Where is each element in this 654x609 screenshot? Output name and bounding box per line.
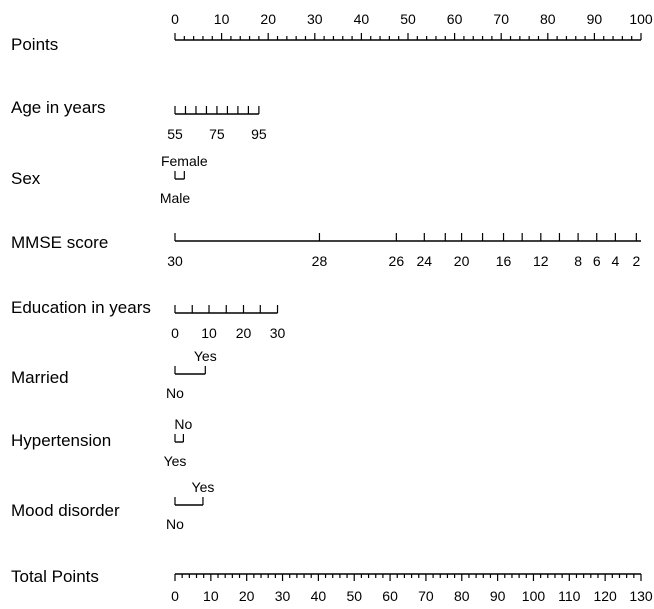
- mmse-score-tick-label: 26: [389, 253, 405, 269]
- mmse-score-tick-label: 28: [312, 253, 328, 269]
- points-axis: Points 0 10 20 30 40 50 60 70 80 90 100: [11, 11, 653, 54]
- total-points-tick-label: 60: [382, 588, 398, 604]
- points-tick-label: 80: [540, 11, 556, 27]
- hypertension-level-label: Yes: [164, 453, 187, 469]
- total-points-tick-label: 100: [522, 588, 546, 604]
- education-in-years-tick-label: 30: [270, 325, 286, 341]
- variable-education-in-years: Education in years 0 10 20 30: [11, 298, 286, 341]
- total-points-tick-label: 50: [346, 588, 362, 604]
- education-in-years-tick-label: 0: [171, 325, 179, 341]
- total-points-tick-label: 120: [593, 588, 617, 604]
- total-points-tick-label: 0: [171, 588, 179, 604]
- points-tick-label: 0: [171, 11, 179, 27]
- points-tick-label: 30: [307, 11, 323, 27]
- variable-axes: Age in years 55 75 95 Sex Female Male MMSE scor…: [11, 98, 641, 532]
- total-points-tick-label: 90: [490, 588, 506, 604]
- points-tick-label: 100: [629, 11, 653, 27]
- variable-mood-disorder: Mood disorder Yes No: [11, 479, 214, 532]
- mmse-score-tick-label: 16: [496, 253, 512, 269]
- age-in-years-tick-label: 75: [209, 126, 225, 142]
- variable-sex: Sex Female Male: [11, 153, 208, 206]
- mmse-score-tick-label: 30: [167, 253, 183, 269]
- married-level-label: No: [166, 385, 184, 401]
- mood-disorder-level-label: No: [166, 516, 184, 532]
- mmse-score-tick-label: 4: [611, 253, 619, 269]
- total-points-tick-label: 70: [418, 588, 434, 604]
- variable-hypertension: Hypertension No Yes: [11, 416, 193, 469]
- points-tick-label: 90: [587, 11, 603, 27]
- total-points-tick-label: 30: [275, 588, 291, 604]
- mmse-score-label: MMSE score: [11, 233, 108, 252]
- mmse-score-tick-label: 6: [593, 253, 601, 269]
- total-points-label: Total Points: [11, 567, 99, 586]
- points-tick-label: 10: [214, 11, 230, 27]
- education-in-years-tick-label: 10: [201, 325, 217, 341]
- variable-married: Married Yes No: [11, 348, 217, 401]
- points-tick-label: 60: [447, 11, 463, 27]
- sex-level-label: Female: [161, 153, 208, 169]
- total-points-tick-label: 20: [239, 588, 255, 604]
- married-level-label: Yes: [194, 348, 217, 364]
- total-points-tick-label: 10: [203, 588, 219, 604]
- hypertension-level-label: No: [174, 416, 192, 432]
- age-in-years-tick-label: 95: [251, 126, 267, 142]
- married-label: Married: [11, 368, 69, 387]
- mmse-score-tick-label: 24: [417, 253, 433, 269]
- points-tick-label: 40: [354, 11, 370, 27]
- sex-label: Sex: [11, 169, 41, 188]
- points-tick-label: 20: [260, 11, 276, 27]
- mmse-score-tick-label: 20: [454, 253, 470, 269]
- total-points-axis: Total Points 0 10 20 30 40 50 60 70 80 90 100 110 120…: [11, 567, 653, 604]
- sex-level-label: Male: [160, 190, 191, 206]
- mmse-score-tick-label: 2: [632, 253, 640, 269]
- mmse-score-tick-label: 12: [533, 253, 549, 269]
- points-tick-label: 50: [400, 11, 416, 27]
- total-points-tick-label: 130: [629, 588, 653, 604]
- hypertension-label: Hypertension: [11, 431, 111, 450]
- mmse-score-tick-label: 8: [574, 253, 582, 269]
- points-axis-label: Points: [11, 35, 58, 54]
- mood-disorder-label: Mood disorder: [11, 501, 120, 520]
- education-in-years-label: Education in years: [11, 298, 151, 317]
- total-points-tick-label: 40: [311, 588, 327, 604]
- variable-mmse-score: MMSE score 30 28 26 24 20 16 12 8 6 4 2: [11, 233, 641, 269]
- variable-age-in-years: Age in years 55 75 95: [11, 98, 267, 142]
- education-in-years-tick-label: 20: [236, 325, 252, 341]
- age-in-years-tick-label: 55: [167, 126, 183, 142]
- points-tick-label: 70: [493, 11, 509, 27]
- age-in-years-label: Age in years: [11, 98, 106, 117]
- mood-disorder-level-label: Yes: [192, 479, 215, 495]
- total-points-tick-label: 80: [454, 588, 470, 604]
- total-points-tick-label: 110: [558, 588, 581, 604]
